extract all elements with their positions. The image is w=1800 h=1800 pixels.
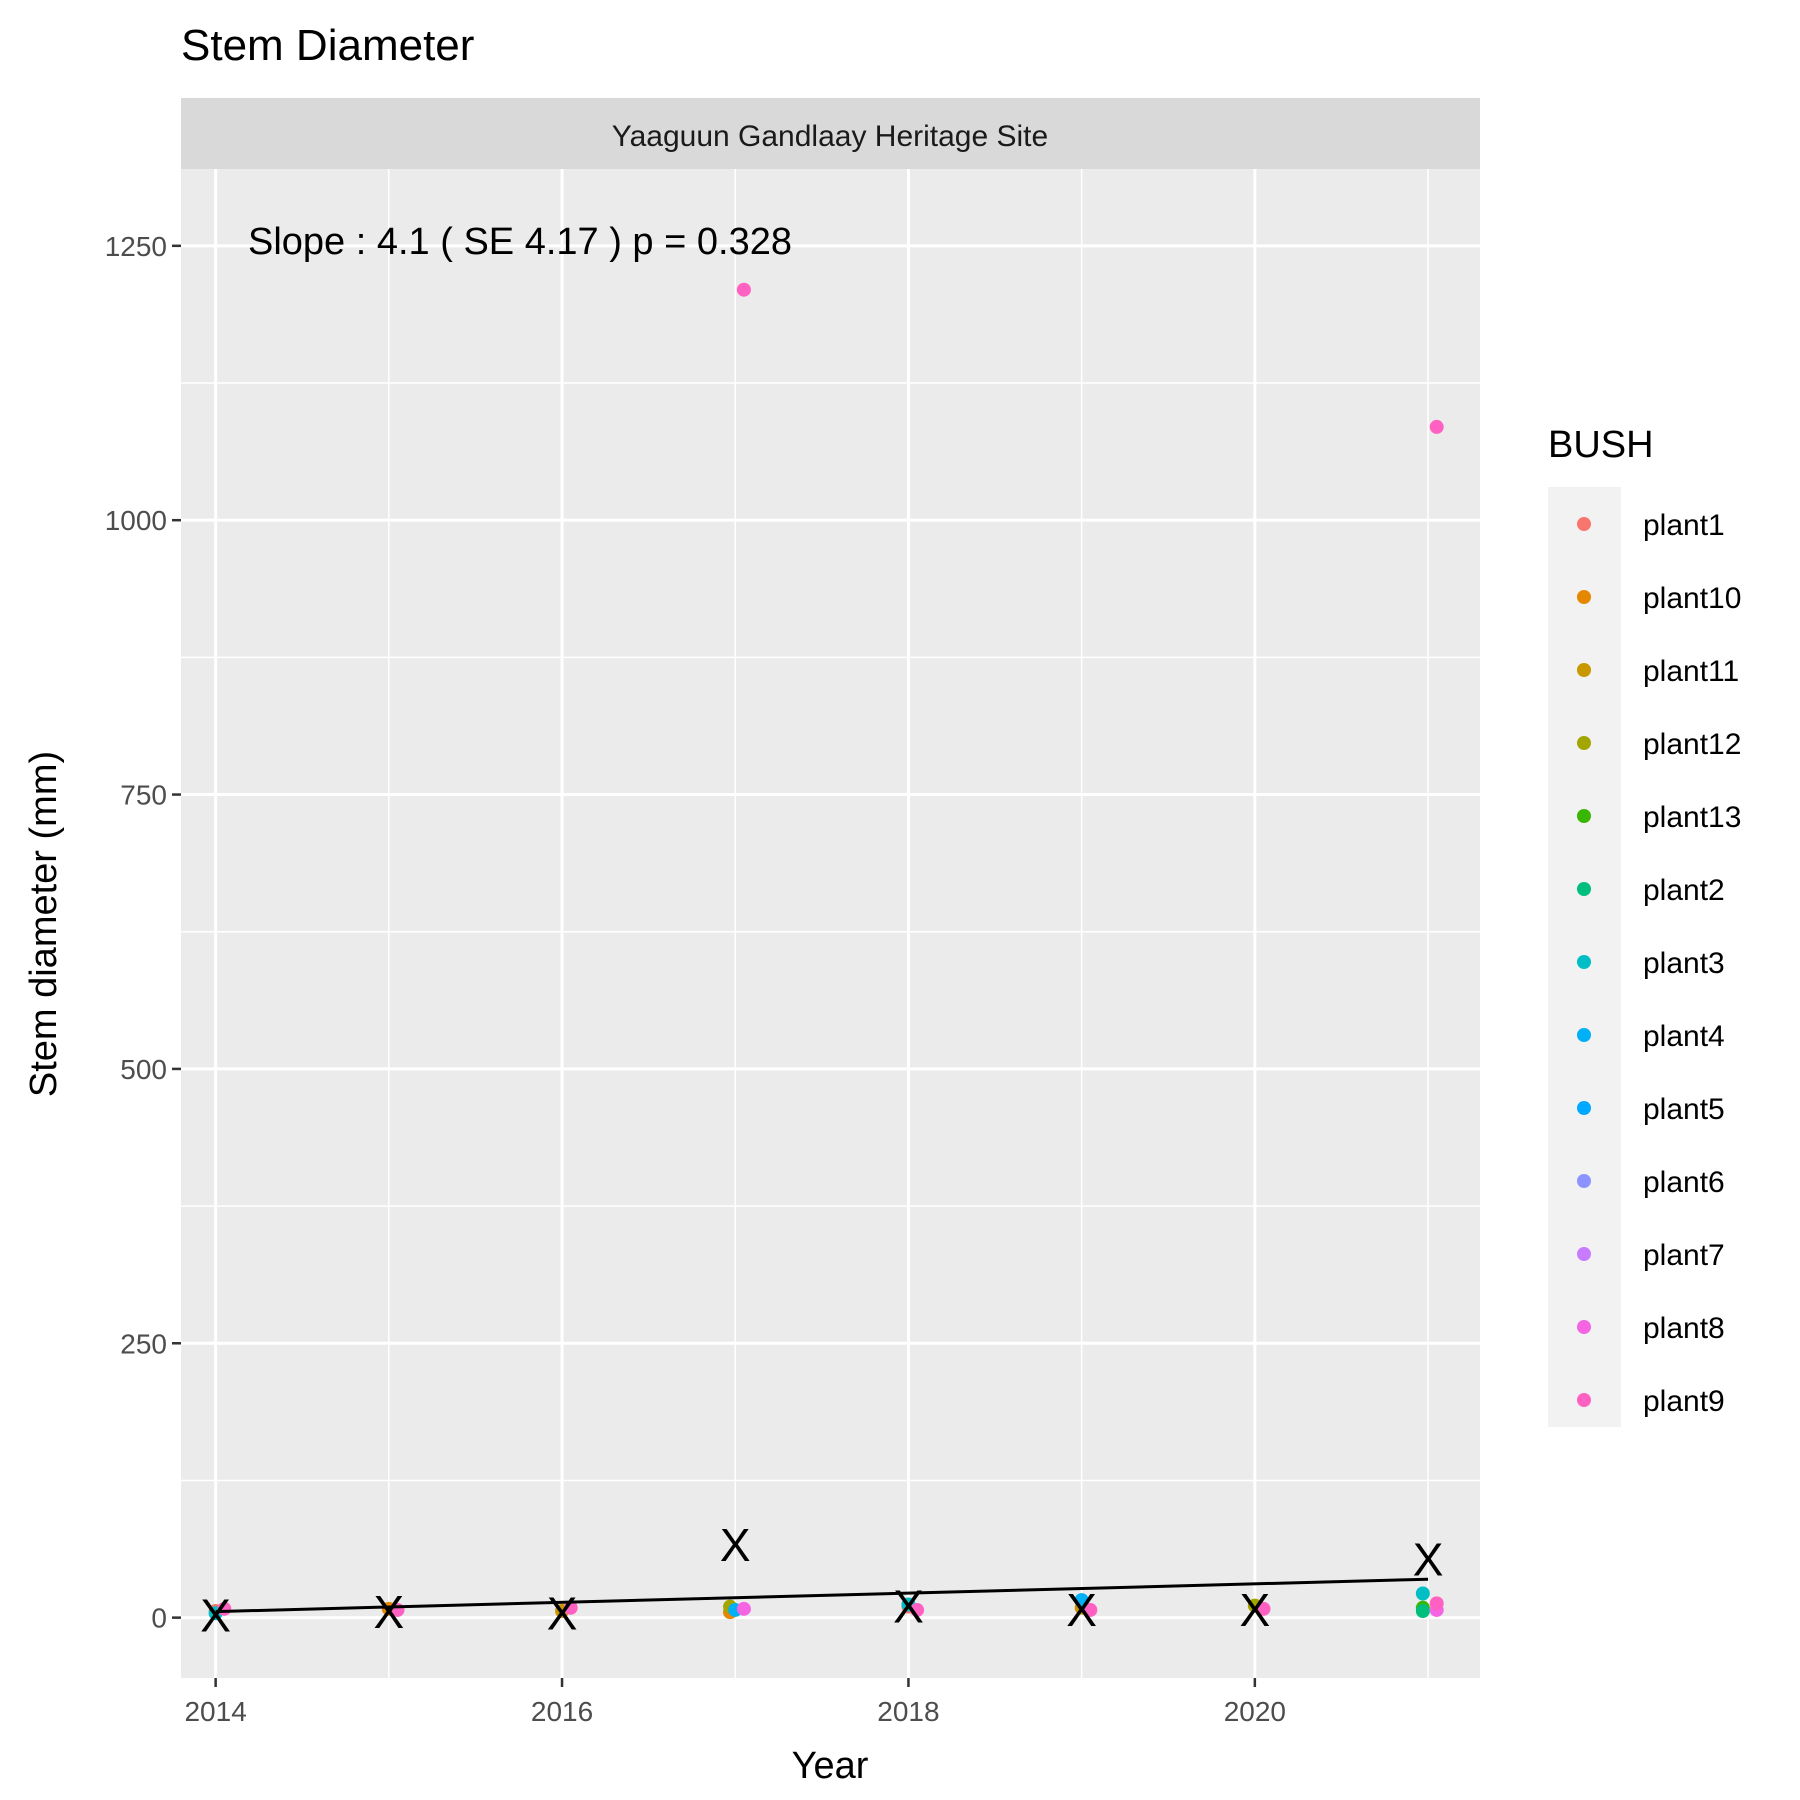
yearly-x-mark: X <box>373 1586 404 1638</box>
legend-key-plant4 <box>1577 1028 1591 1042</box>
facet-strip: Yaaguun Gandlaay Heritage Site <box>181 98 1480 169</box>
yearly-x-marks: X X X X X X X X <box>200 1519 1443 1641</box>
slope-annotation: Slope : 4.1 ( SE 4.17 ) p = 0.328 <box>248 221 792 263</box>
legend-key-plant10 <box>1577 590 1591 604</box>
facet-label: Yaaguun Gandlaay Heritage Site <box>612 120 1048 153</box>
trend-line <box>215 1577 1429 1614</box>
legend-key-plant6 <box>1577 1174 1591 1188</box>
minor-grid <box>181 169 1480 1678</box>
x-tick-label: 2014 <box>184 1696 246 1727</box>
data-point-plant9 <box>1429 1596 1444 1611</box>
data-point-plant8 <box>736 1601 751 1616</box>
data-point-plant9 <box>910 1602 925 1617</box>
data-point-plant4 <box>1074 1593 1089 1608</box>
legend-label-plant4: plant4 <box>1643 1020 1725 1053</box>
legend-label-plant9: plant9 <box>1643 1385 1725 1418</box>
legend: BUSH plant1 plant10 plant11 plant12 plant13 p… <box>1548 424 1741 1427</box>
y-tick-label: 750 <box>120 780 167 811</box>
legend-label-plant8: plant8 <box>1643 1312 1725 1345</box>
y-axis: 0 250 500 750 1000 1250 <box>105 231 181 1634</box>
chart-title: Stem Diameter <box>181 21 474 70</box>
yearly-x-mark: X <box>1066 1584 1097 1636</box>
legend-key-plant11 <box>1577 663 1591 677</box>
legend-label-plant7: plant7 <box>1643 1239 1725 1272</box>
y-tick-label: 0 <box>151 1603 167 1634</box>
legend-label-plant2: plant2 <box>1643 874 1725 907</box>
legend-key-plant9 <box>1577 1393 1591 1407</box>
legend-label-plant3: plant3 <box>1643 947 1725 980</box>
data-point-plant3 <box>1415 1586 1430 1601</box>
yearly-x-mark: X <box>547 1587 578 1639</box>
plot-panel <box>181 169 1480 1678</box>
yearly-x-mark: X <box>1239 1584 1270 1636</box>
x-tick-label: 2020 <box>1224 1696 1286 1727</box>
y-tick-label: 500 <box>120 1054 167 1085</box>
trend-line-layer <box>215 1577 1429 1614</box>
legend-key-plant1 <box>1577 517 1591 531</box>
data-point-plant9 <box>563 1600 578 1615</box>
legend-key-plant13 <box>1577 809 1591 823</box>
data-point-plant2 <box>1415 1604 1430 1619</box>
legend-label-plant6: plant6 <box>1643 1166 1725 1199</box>
legend-label-plant10: plant10 <box>1643 582 1741 615</box>
legend-key-plant3 <box>1577 955 1591 969</box>
y-tick-label: 250 <box>120 1328 167 1359</box>
data-point-plant9 <box>736 282 751 297</box>
yearly-x-mark: X <box>200 1589 231 1641</box>
data-point-plant9 <box>1083 1602 1098 1617</box>
legend-key-plant8 <box>1577 1320 1591 1334</box>
legend-key-plant12 <box>1577 736 1591 750</box>
x-axis-title: Year <box>792 1745 869 1787</box>
legend-label-plant1: plant1 <box>1643 509 1725 542</box>
x-axis: 2014 2016 2018 2020 <box>184 1678 1286 1727</box>
data-point-plant9 <box>1256 1601 1271 1616</box>
y-tick-label: 1000 <box>105 505 167 536</box>
legend-title: BUSH <box>1548 424 1654 466</box>
y-tick-label: 1250 <box>105 231 167 262</box>
legend-label-plant13: plant13 <box>1643 801 1741 834</box>
legend-key-plant2 <box>1577 882 1591 896</box>
legend-key-plant7 <box>1577 1247 1591 1261</box>
data-point-plant9 <box>1429 419 1444 434</box>
x-tick-label: 2018 <box>877 1696 939 1727</box>
data-points <box>208 282 1444 1621</box>
y-axis-title: Stem diameter (mm) <box>23 751 65 1097</box>
legend-key-plant5 <box>1577 1101 1591 1115</box>
yearly-x-mark: X <box>893 1581 924 1633</box>
yearly-x-mark: X <box>1413 1533 1444 1585</box>
legend-label-plant11: plant11 <box>1643 655 1739 688</box>
yearly-x-mark: X <box>720 1519 751 1571</box>
legend-label-plant5: plant5 <box>1643 1093 1725 1126</box>
major-grid <box>181 169 1480 1678</box>
x-tick-label: 2016 <box>531 1696 593 1727</box>
legend-label-plant12: plant12 <box>1643 728 1741 761</box>
